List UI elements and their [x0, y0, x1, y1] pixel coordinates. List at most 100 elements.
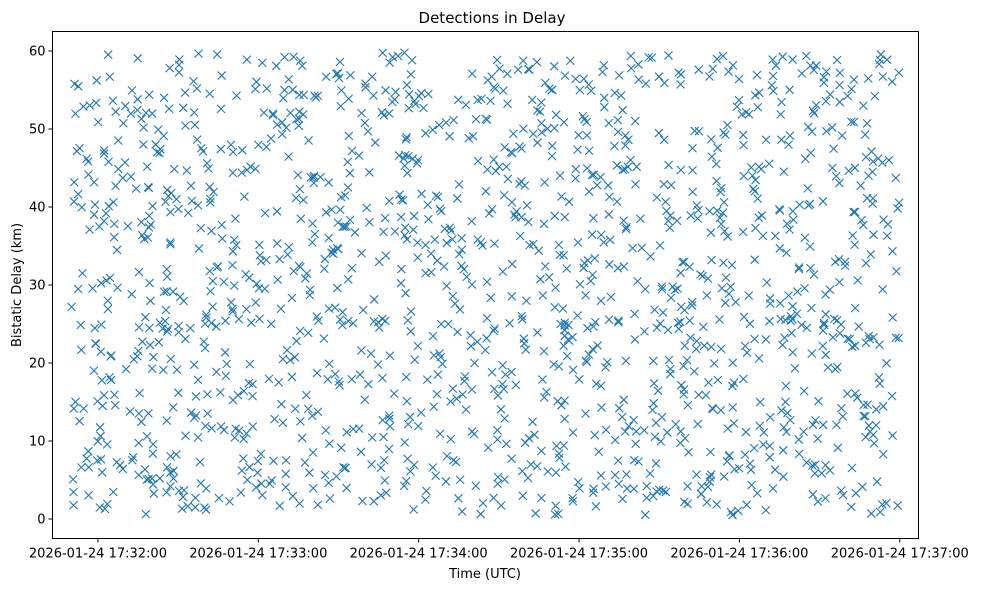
detection-point: [734, 95, 744, 105]
detection-point: [524, 433, 534, 443]
detection-point: [720, 298, 730, 308]
detection-point: [363, 126, 373, 136]
detection-point: [445, 131, 454, 141]
detection-point: [146, 220, 156, 229]
detection-point: [367, 459, 376, 469]
detection-point: [220, 316, 230, 326]
detection-point: [829, 144, 839, 154]
detection-point: [547, 141, 557, 151]
y-axis: 0 10 20 30 40 50 60: [29, 45, 53, 528]
detection-point: [590, 253, 600, 263]
detection-point: [428, 331, 438, 341]
detection-point: [599, 102, 609, 112]
detection-point: [205, 194, 215, 204]
detection-point: [768, 55, 778, 65]
detection-point: [256, 449, 266, 459]
detection-point: [193, 200, 203, 210]
detection-point: [731, 297, 741, 307]
detection-point: [242, 55, 252, 65]
detection-point: [342, 222, 351, 231]
detection-point: [640, 284, 650, 294]
detection-point: [629, 484, 639, 494]
detection-point: [528, 129, 538, 139]
detection-point: [237, 168, 247, 178]
detection-point: [73, 189, 83, 199]
detection-point: [312, 368, 322, 378]
detection-point: [219, 425, 229, 435]
detection-point: [631, 427, 641, 436]
detection-point: [194, 244, 204, 253]
detection-point: [384, 411, 394, 421]
detection-point: [605, 235, 615, 245]
detection-point: [489, 155, 499, 165]
detection-point: [560, 212, 570, 222]
detection-point: [729, 418, 739, 428]
detection-point: [457, 245, 467, 255]
detection-point: [300, 458, 310, 467]
detection-point: [413, 421, 423, 431]
detection-point: [356, 346, 366, 355]
detection-point: [138, 337, 147, 347]
detection-point: [693, 214, 703, 223]
detection-point: [204, 164, 213, 174]
detection-point: [793, 287, 802, 296]
detection-point: [750, 90, 760, 100]
detection-point: [347, 263, 357, 273]
detection-point: [293, 170, 303, 180]
detection-point: [508, 129, 518, 139]
detection-point: [522, 296, 531, 306]
detection-point: [523, 473, 533, 483]
detection-point: [813, 497, 823, 506]
detection-point: [502, 162, 511, 172]
detection-point: [827, 123, 837, 132]
detection-point: [833, 443, 843, 453]
detection-point: [850, 207, 860, 217]
x-tick-label: 2026-01-24 17:32:00: [29, 547, 167, 562]
detection-point: [361, 82, 370, 92]
detection-point: [583, 323, 592, 333]
detection-point: [747, 480, 757, 490]
detection-point: [266, 319, 276, 329]
detection-point: [330, 369, 340, 379]
detection-point: [413, 238, 422, 248]
detection-point: [813, 434, 823, 443]
detection-point: [888, 431, 897, 440]
detection-point: [306, 173, 316, 182]
detection-point: [379, 227, 388, 237]
detection-point: [295, 326, 305, 336]
detection-point: [882, 231, 892, 241]
detection-point: [489, 493, 498, 503]
detection-point: [680, 305, 689, 315]
detection-point: [814, 396, 823, 406]
detection-point: [884, 155, 894, 165]
detection-point: [579, 74, 589, 84]
detection-point: [601, 482, 611, 491]
detection-point: [443, 319, 453, 329]
detection-point: [647, 53, 657, 63]
detection-point: [69, 500, 78, 510]
detection-point: [733, 506, 743, 516]
detection-point: [685, 316, 695, 326]
detection-point: [419, 103, 428, 113]
detection-point: [571, 74, 581, 84]
detection-point: [537, 128, 547, 137]
detection-point: [592, 180, 602, 190]
detection-point: [295, 417, 305, 426]
detection-point: [246, 318, 256, 328]
detection-point: [120, 101, 130, 111]
detection-point: [111, 107, 121, 117]
detection-point: [653, 386, 663, 396]
detection-point: [843, 334, 853, 344]
detection-point: [568, 365, 578, 375]
detection-point: [558, 304, 568, 314]
detection-point: [304, 136, 313, 145]
detection-point: [401, 372, 411, 382]
x-axis-label: Time (UTC): [448, 567, 521, 582]
detection-point: [162, 487, 171, 497]
detection-point: [565, 56, 575, 66]
detection-point: [250, 84, 260, 94]
detection-point: [200, 319, 210, 329]
detection-point: [132, 105, 142, 115]
detection-point: [739, 171, 749, 181]
detection-point: [588, 270, 597, 280]
